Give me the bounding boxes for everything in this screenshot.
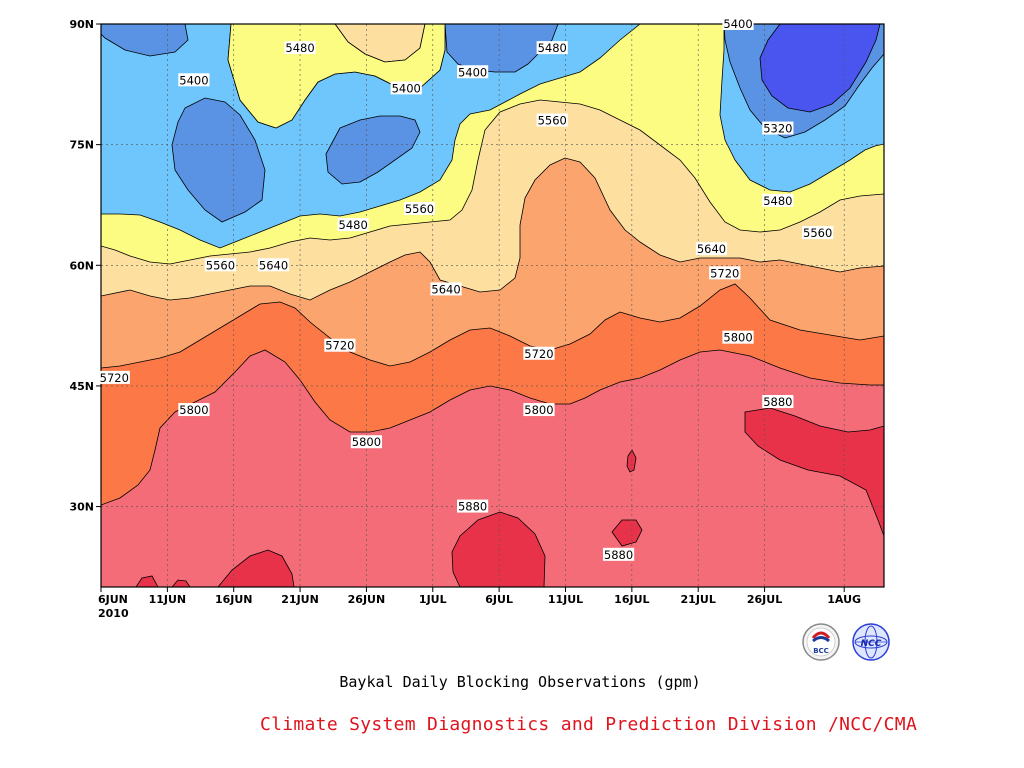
- x-tick-label: 21JUN: [281, 593, 319, 606]
- contour-label: 5560: [536, 113, 568, 128]
- contour-label: 5880: [762, 395, 794, 409]
- x-tick-label: 1AUG: [827, 593, 861, 606]
- credit-line: Climate System Diagnostics and Predictio…: [260, 714, 918, 735]
- x-tick-label: 11JUN: [149, 593, 187, 606]
- y-tick-label: 60N: [69, 259, 94, 272]
- patch-above-5880: [217, 549, 295, 587]
- patch-above-5880: [171, 579, 191, 587]
- contour-label: 5560: [802, 226, 834, 240]
- svg-text:5400: 5400: [392, 81, 421, 95]
- svg-text:5320: 5320: [763, 122, 792, 136]
- y-tick-label: 45N: [69, 380, 94, 393]
- svg-text:5880: 5880: [604, 548, 633, 562]
- x-tick-label: 21JUL: [681, 593, 716, 606]
- contour-label: 5720: [98, 370, 130, 385]
- contour-label: 5640: [430, 282, 462, 296]
- patch-5320-5400: [444, 24, 559, 73]
- contour-label: 5400: [178, 73, 210, 87]
- svg-text:5400: 5400: [723, 17, 752, 31]
- patch-above-5880: [135, 575, 159, 587]
- y-tick-label: 30N: [69, 501, 94, 514]
- contour-label: 5800: [523, 403, 555, 417]
- contour-label: 5560: [403, 201, 436, 216]
- svg-text:5800: 5800: [723, 331, 752, 345]
- x-tick-label: 26JUL: [747, 593, 782, 606]
- contour-fills: [101, 24, 884, 587]
- svg-text:5720: 5720: [710, 266, 739, 280]
- contour-label: 5720: [324, 338, 356, 353]
- contour-label: 5400: [722, 17, 754, 31]
- svg-text:5480: 5480: [285, 41, 314, 55]
- svg-text:5400: 5400: [179, 73, 208, 87]
- patch-above-5880: [611, 519, 643, 547]
- x-tick-label: 1JUL: [419, 593, 447, 606]
- x-axis-year: 2010: [98, 607, 129, 620]
- x-axis: 6JUN 11JUN 16JUN 21JUN 26JUN 1JUL 6JUL 11JUL 16J…: [98, 587, 861, 620]
- svg-text:5800: 5800: [352, 435, 381, 449]
- svg-text:5720: 5720: [100, 371, 129, 385]
- svg-text:NCC: NCC: [861, 639, 882, 649]
- svg-text:5880: 5880: [763, 395, 792, 409]
- svg-text:5560: 5560: [405, 202, 434, 216]
- svg-text:BCC: BCC: [813, 647, 829, 655]
- contour-label: 5400: [456, 65, 489, 79]
- contour-label: 5800: [722, 330, 754, 345]
- contour-label: 5720: [523, 346, 555, 361]
- patch-above-5880: [451, 511, 546, 587]
- patch-above-5880: [744, 407, 884, 537]
- svg-text:5560: 5560: [538, 114, 567, 128]
- ncc-logo: NCC: [852, 623, 890, 661]
- contour-label: 5640: [257, 258, 290, 272]
- svg-text:5480: 5480: [763, 194, 792, 208]
- contour-label: 5720: [709, 266, 741, 280]
- x-tick-label: 6JUL: [485, 593, 513, 606]
- contour-label: 5400: [390, 81, 422, 95]
- bcc-logo: BCC: [802, 623, 840, 661]
- svg-text:5480: 5480: [538, 41, 567, 55]
- x-tick-label: 11JUL: [548, 593, 583, 606]
- x-tick-label: 16JUN: [215, 593, 253, 606]
- patch-5320-5400: [171, 97, 266, 223]
- contour-label: 5320: [762, 121, 794, 136]
- contour-label: 5880: [456, 499, 489, 514]
- x-tick-label: 16JUL: [614, 593, 649, 606]
- svg-text:5400: 5400: [458, 65, 487, 79]
- x-tick-label: 26JUN: [348, 593, 386, 606]
- svg-text:5800: 5800: [179, 403, 208, 417]
- contour-label: 5480: [284, 41, 316, 55]
- contour-label: 5640: [695, 242, 728, 256]
- patch-5320-5400: [101, 24, 189, 57]
- plot-frame: [100, 23, 885, 588]
- contour-label: 5480: [762, 193, 794, 208]
- svg-text:5880: 5880: [458, 500, 487, 514]
- contour-label: 5480: [337, 218, 369, 232]
- contour-label: 5560: [204, 258, 237, 272]
- contour-label: 5800: [350, 435, 383, 449]
- svg-text:5640: 5640: [259, 258, 288, 272]
- svg-text:5480: 5480: [339, 218, 368, 232]
- patch-5320-5400: [325, 115, 421, 185]
- svg-text:5720: 5720: [325, 339, 354, 353]
- contour-label: 5800: [178, 403, 210, 417]
- svg-text:5640: 5640: [431, 282, 460, 296]
- contour-label: 5480: [536, 41, 568, 55]
- y-axis: 30N 45N 60N 75N 90N: [69, 18, 101, 514]
- svg-text:5640: 5640: [697, 242, 726, 256]
- x-tick-label: 6JUN: [98, 593, 128, 606]
- patch-below-5320: [759, 24, 881, 113]
- svg-text:5800: 5800: [524, 403, 553, 417]
- svg-text:5720: 5720: [524, 347, 553, 361]
- contour-labels: 5400 5480 5400 5400 5480 5400 5320 5560 5560 5480…: [98, 17, 834, 562]
- svg-text:5560: 5560: [803, 226, 832, 240]
- svg-text:5560: 5560: [206, 258, 235, 272]
- logos: BCC NCC: [802, 623, 890, 661]
- y-tick-label: 75N: [69, 139, 94, 152]
- chart-caption: Baykal Daily Blocking Observations (gpm): [339, 673, 701, 691]
- y-tick-label: 90N: [69, 18, 94, 31]
- contour-label: 5880: [602, 547, 635, 562]
